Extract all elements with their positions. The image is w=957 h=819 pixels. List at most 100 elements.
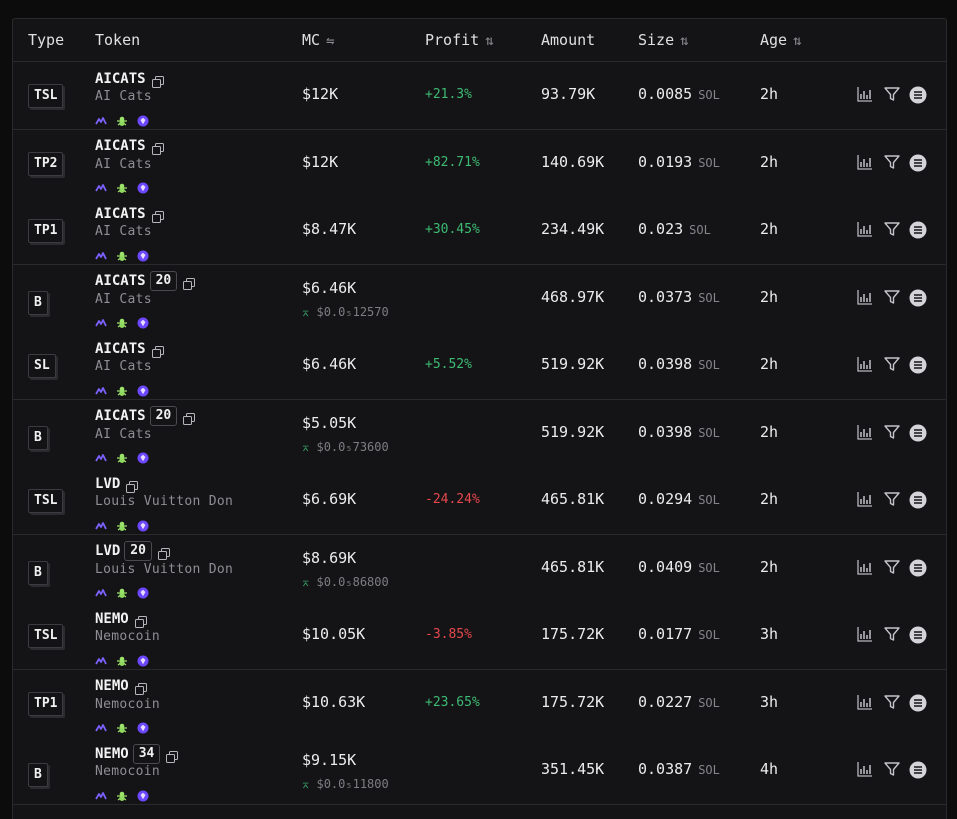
table-row[interactable]: TSL LVD Louis Vuitton Don $6.69K -24.24% 465.… (13, 467, 946, 535)
pump-icon[interactable] (95, 517, 107, 529)
gem-icon[interactable] (137, 314, 149, 329)
gem-icon[interactable] (137, 247, 149, 261)
pump-icon[interactable] (95, 449, 107, 462)
token-cell[interactable]: AICATS AI Cats (95, 68, 164, 126)
bug-icon[interactable] (116, 787, 128, 801)
gem-icon[interactable] (137, 112, 149, 126)
table-row[interactable]: B AICATS 20 AI Cats $5.05K ⌅ $0.0₅73600 519.92… (13, 399, 946, 468)
token-cell[interactable]: NEMO Nemocoin (95, 676, 160, 734)
copy-icon[interactable] (151, 208, 164, 223)
header-age[interactable]: Age ⇅ (760, 31, 802, 49)
token-symbol[interactable]: NEMO (95, 610, 129, 627)
token-cell[interactable]: AICATS AI Cats (95, 136, 164, 194)
chart-icon[interactable] (856, 558, 874, 576)
filter-icon[interactable] (883, 355, 901, 373)
token-symbol[interactable]: AICATS (95, 340, 146, 357)
token-symbol[interactable]: AICATS (95, 408, 146, 424)
bug-icon[interactable] (116, 179, 128, 193)
menu-icon[interactable] (909, 559, 927, 577)
pump-icon[interactable] (95, 247, 107, 259)
gem-icon[interactable] (137, 517, 149, 531)
gem-icon[interactable] (137, 382, 149, 396)
pump-icon[interactable] (95, 652, 107, 664)
chart-icon[interactable] (856, 153, 874, 171)
pump-icon[interactable] (95, 382, 107, 394)
table-row[interactable]: B LVD 20 Louis Vuitton Don $8.69K ⌅ $0.0₅8680… (13, 534, 946, 603)
filter-icon[interactable] (883, 288, 901, 306)
chart-icon[interactable] (856, 355, 874, 373)
menu-icon[interactable] (909, 221, 927, 239)
copy-icon[interactable] (134, 613, 147, 628)
gem-icon[interactable] (137, 787, 149, 801)
token-cell[interactable]: LVD 20 Louis Vuitton Don (95, 541, 233, 599)
table-row[interactable]: TP2 AICATS AI Cats $12K +82.71% 140.69K 0.0193… (13, 129, 946, 198)
swap-arrows-icon[interactable]: ⇋ (326, 33, 335, 49)
copy-icon[interactable] (166, 748, 179, 763)
token-symbol[interactable]: AICATS (95, 205, 146, 222)
bug-icon[interactable] (116, 382, 128, 396)
menu-icon[interactable] (909, 289, 927, 307)
gem-icon[interactable] (137, 652, 149, 666)
gem-icon[interactable] (137, 449, 149, 464)
token-symbol[interactable]: AICATS (95, 70, 146, 87)
bug-icon[interactable] (116, 584, 128, 598)
token-symbol[interactable]: AICATS (95, 138, 146, 154)
pump-icon[interactable] (95, 719, 107, 732)
token-symbol[interactable]: NEMO (95, 745, 129, 762)
gem-icon[interactable] (137, 584, 149, 599)
copy-icon[interactable] (183, 410, 196, 425)
table-row[interactable]: B AICATS 20 AI Cats $6.46K ⌅ $0.0₅12570 468.97… (13, 264, 946, 333)
chart-icon[interactable] (856, 85, 874, 103)
token-cell[interactable]: AICATS 20 AI Cats (95, 271, 196, 329)
table-row[interactable]: TP1 AICATS AI Cats $8.47K +30.45% 234.49K 0.02… (13, 197, 946, 265)
copy-icon[interactable] (126, 478, 139, 493)
token-symbol[interactable]: AICATS (95, 273, 146, 289)
menu-icon[interactable] (909, 86, 927, 104)
sort-arrows-icon[interactable]: ⇅ (680, 33, 689, 49)
filter-icon[interactable] (883, 153, 901, 171)
filter-icon[interactable] (883, 423, 901, 441)
table-row[interactable]: TSL AICATS AI Cats $12K +21.3% 93.79K 0.0085 SO… (13, 62, 946, 130)
header-size[interactable]: Size ⇅ (638, 31, 689, 49)
chart-icon[interactable] (856, 693, 874, 711)
sort-arrows-icon[interactable]: ⇅ (793, 33, 802, 49)
menu-icon[interactable] (909, 356, 927, 374)
copy-icon[interactable] (151, 343, 164, 358)
copy-icon[interactable] (151, 140, 164, 155)
copy-icon[interactable] (157, 545, 170, 560)
pump-icon[interactable] (95, 584, 107, 597)
menu-icon[interactable] (909, 761, 927, 779)
gem-icon[interactable] (137, 179, 149, 194)
token-cell[interactable]: AICATS AI Cats (95, 338, 164, 396)
token-cell[interactable]: NEMO Nemocoin (95, 608, 160, 666)
copy-icon[interactable] (151, 73, 164, 88)
bug-icon[interactable] (116, 719, 128, 733)
token-symbol[interactable]: LVD (95, 475, 121, 492)
menu-icon[interactable] (909, 424, 927, 442)
header-profit[interactable]: Profit ⇅ (425, 31, 494, 49)
chart-icon[interactable] (856, 625, 874, 643)
chart-icon[interactable] (856, 220, 874, 238)
filter-icon[interactable] (883, 693, 901, 711)
token-symbol[interactable]: NEMO (95, 678, 129, 694)
chart-icon[interactable] (856, 760, 874, 778)
token-cell[interactable]: AICATS 20 AI Cats (95, 406, 196, 464)
token-symbol[interactable]: LVD (95, 543, 121, 559)
filter-icon[interactable] (883, 490, 901, 508)
sort-arrows-icon[interactable]: ⇅ (485, 33, 494, 49)
bug-icon[interactable] (116, 449, 128, 463)
bug-icon[interactable] (116, 314, 128, 328)
bug-icon[interactable] (116, 517, 128, 531)
filter-icon[interactable] (883, 85, 901, 103)
menu-icon[interactable] (909, 626, 927, 644)
filter-icon[interactable] (883, 220, 901, 238)
chart-icon[interactable] (856, 288, 874, 306)
gem-icon[interactable] (137, 719, 149, 734)
pump-icon[interactable] (95, 314, 107, 327)
table-row[interactable]: B NEMO 34 Nemocoin $9.15K ⌅ $0.0₅11800 351.45K… (13, 737, 946, 805)
token-cell[interactable]: NEMO 34 Nemocoin (95, 743, 179, 801)
pump-icon[interactable] (95, 112, 107, 124)
chart-icon[interactable] (856, 423, 874, 441)
menu-icon[interactable] (909, 694, 927, 712)
copy-icon[interactable] (134, 680, 147, 695)
